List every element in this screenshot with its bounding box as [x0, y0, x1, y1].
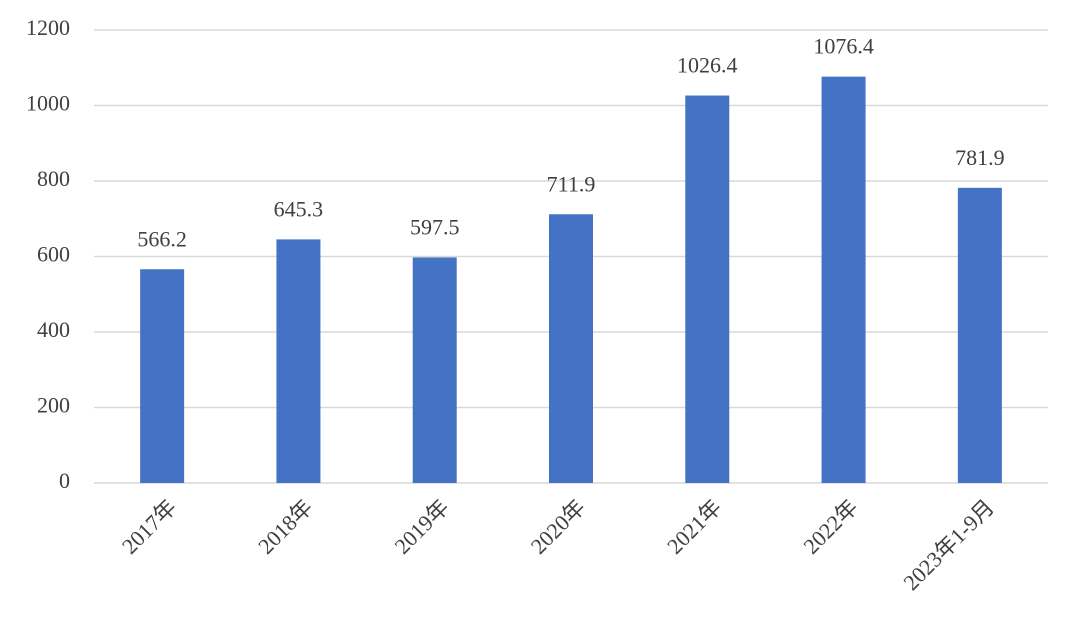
data-label: 1076.4	[813, 34, 874, 59]
data-label: 566.2	[137, 226, 187, 251]
x-tick-label: 2023年1-9月	[898, 494, 999, 595]
y-tick-label: 400	[37, 317, 70, 342]
y-tick-label: 1200	[26, 15, 70, 40]
x-tick-label: 2021年	[662, 494, 726, 558]
y-tick-label: 600	[37, 242, 70, 267]
x-tick-label: 2022年	[798, 494, 862, 558]
x-tick-label: 2020年	[526, 494, 590, 558]
bar	[685, 95, 730, 483]
x-tick-label: 2017年	[117, 494, 181, 558]
x-tick-label: 2018年	[253, 494, 317, 558]
y-tick-label: 200	[37, 393, 70, 418]
data-label: 1026.4	[677, 53, 738, 78]
data-label: 781.9	[955, 145, 1005, 170]
data-label: 711.9	[547, 171, 596, 196]
x-tick-label: 2019年	[389, 494, 453, 558]
bar	[412, 257, 457, 483]
data-label: 645.3	[274, 196, 324, 221]
bar	[821, 76, 866, 483]
data-label: 597.5	[410, 214, 460, 239]
y-tick-label: 800	[37, 166, 70, 191]
y-tick-label: 0	[59, 468, 70, 493]
bar	[140, 269, 185, 483]
bar	[549, 214, 593, 483]
bar	[957, 187, 1002, 483]
y-tick-label: 1000	[26, 91, 70, 116]
bar	[276, 239, 321, 483]
